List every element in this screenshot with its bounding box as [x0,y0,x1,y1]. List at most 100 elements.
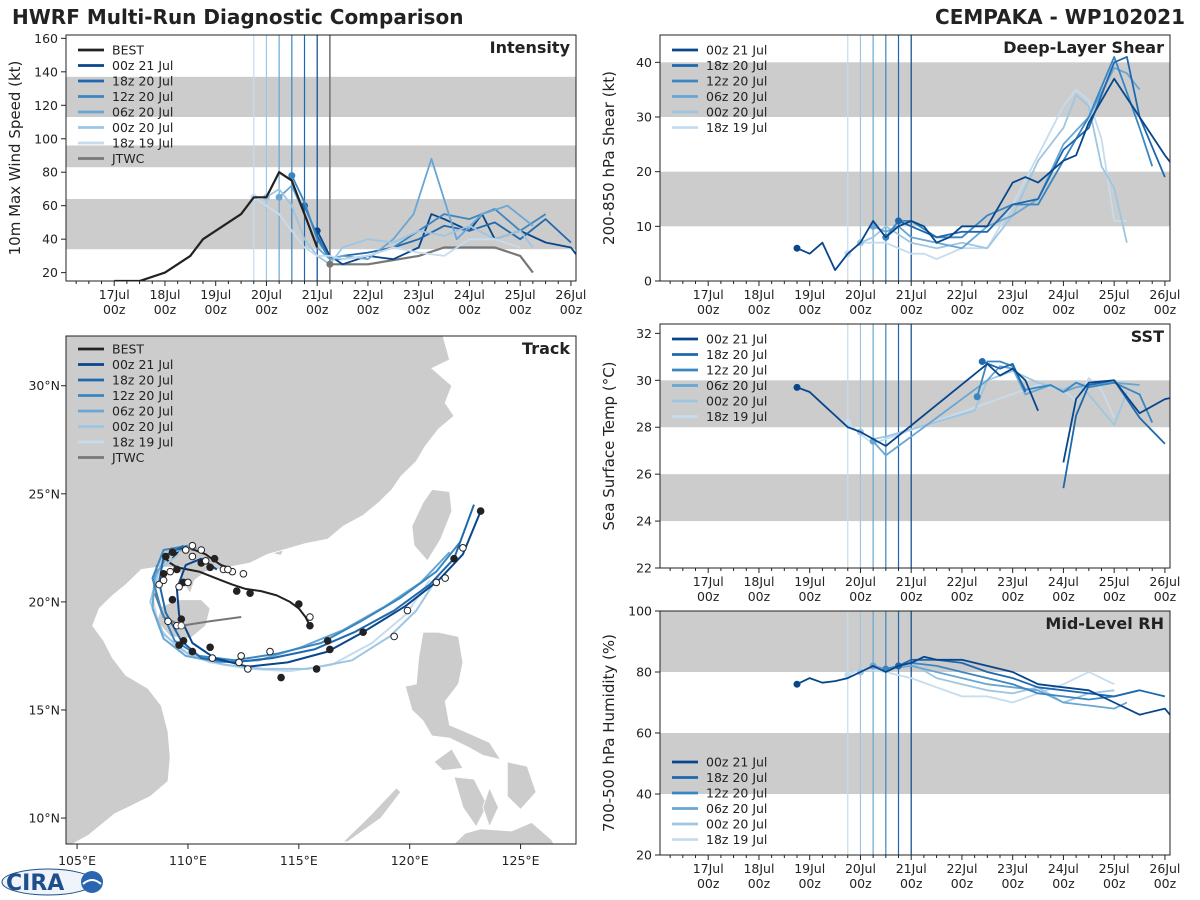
intensity-xtick-hour: 00z [458,302,481,317]
track-closed-marker [312,665,321,673]
shear-shaded-band [660,171,1170,227]
intensity-legend-label: BEST [112,43,144,58]
shear-init-marker [793,244,801,252]
rh-legend-label: 18z 19 Jul [706,832,767,847]
sst-frame [659,323,1171,569]
intensity-xtick-date: 24Jul [454,287,485,302]
track-closed-marker [173,565,181,574]
jtwc-init-marker [326,260,334,268]
rh-plot-area [660,611,1170,855]
track-open-marker [459,544,467,552]
shear-frame [659,34,1171,282]
track-open-marker [159,576,168,585]
shear-xtick-hour: 00z [1001,302,1024,317]
rh-ytick-label: 60 [636,726,652,741]
sst-series-line [796,362,1039,447]
track-closed-marker [295,600,303,608]
shear-xtick-date: 17Jul [693,287,724,302]
track-lon-label: 125°E [502,853,540,868]
track-map-area [66,336,555,844]
intensity-ytick-label: 80 [42,165,58,180]
track-legend-label: JTWC [111,450,145,465]
intensity-init-marker [275,193,283,201]
logo-globe-icon [81,871,103,893]
rh-ytick-label: 20 [636,848,652,863]
shear-xtick-hour: 00z [1154,302,1177,317]
rh-ytick-label: 80 [636,665,652,680]
rh-title: Mid-Level RH [1045,614,1164,633]
rh-xtick-hour: 00z [798,876,821,891]
track-closed-marker [161,552,170,561]
track-open-marker [166,567,175,576]
rh-xtick-hour: 00z [1103,876,1126,891]
track-legend-label: 12z 20 Jul [112,388,173,403]
track-closed-marker [188,647,197,656]
sst-legend-label: 18z 19 Jul [706,409,767,424]
sst-panel: 22242628303217Jul00z18Jul00z19Jul00z20Ju… [600,323,1180,604]
sst-xtick-hour: 00z [849,589,872,604]
mainland-asia-shape [66,336,455,844]
intensity-xtick-date: 23Jul [403,287,434,302]
intensity-ytick-label: 20 [42,265,58,280]
shear-ytick-label: 40 [636,55,652,70]
intensity-xtick-hour: 00z [204,302,227,317]
track-lon-label: 115°E [280,853,318,868]
intensity-legend-label: 18z 20 Jul [112,74,173,89]
intensity-legend-label: 06z 20 Jul [112,105,173,120]
mindoro-island-shape [433,748,464,771]
intensity-series-line [316,213,576,266]
intensity-series-line [253,196,521,261]
track-lon-label: 120°E [391,853,429,868]
shear-ytick-label: 20 [636,164,652,179]
track-open-marker [235,658,243,667]
intensity-xtick-date: 22Jul [352,287,383,302]
sst-series-line [859,369,1128,440]
rh-xtick-hour: 00z [748,876,771,891]
sst-legend-label: 18z 20 Jul [706,347,767,362]
sst-xtick-hour: 00z [1052,589,1075,604]
shear-shaded-band [660,62,1170,117]
sst-init-marker [844,419,852,427]
intensity-xtick-date: 26Jul [555,287,586,302]
rh-shaded-band [660,733,1170,794]
track-open-marker [184,578,192,587]
rh-xtick-date: 26Jul [1149,861,1180,876]
rh-legend-label: 18z 20 Jul [706,770,767,785]
shear-ytick-label: 30 [636,110,652,125]
track-closed-marker [232,587,241,595]
rh-legend-label: 06z 20 Jul [706,801,767,816]
shear-ytick-label: 0 [644,274,652,289]
track-closed-marker [210,554,219,563]
shear-xtick-date: 25Jul [1099,287,1130,302]
rh-xtick-hour: 00z [900,876,923,891]
intensity-shaded-band [66,76,576,117]
track-closed-marker [306,621,314,630]
track-closed-marker [177,615,186,623]
track-open-marker [181,546,190,554]
shear-xtick-date: 18Jul [743,287,774,302]
sst-ytick-label: 32 [636,326,652,341]
shear-series-line [898,56,1166,239]
logo-text: CIRA [6,871,64,896]
intensity-series-line [329,246,534,274]
shear-xtick-hour: 00z [1052,302,1075,317]
sst-ytick-label: 22 [636,561,652,576]
rh-xtick-date: 21Jul [896,861,927,876]
taiwan-island-shape [411,489,453,562]
rh-ylabel: 700-500 hPa Humidity (%) [600,634,618,832]
rh-xtick-hour: 00z [849,876,872,891]
sst-series-line [1062,379,1170,463]
track-open-marker [441,574,449,582]
shear-legend-label: 12z 20 Jul [706,74,767,89]
track-open-marker [237,652,245,660]
shear-ylabel: 200-850 hPa Shear (kt) [600,71,618,245]
intensity-legend-label: JTWC [111,151,145,166]
sst-ytick-label: 24 [636,514,652,529]
track-open-marker [239,569,248,578]
shear-xtick-hour: 00z [697,302,720,317]
track-closed-marker [159,569,168,578]
shear-xtick-date: 20Jul [845,287,876,302]
track-open-marker [266,647,274,656]
intensity-xtick-date: 20Jul [251,287,282,302]
